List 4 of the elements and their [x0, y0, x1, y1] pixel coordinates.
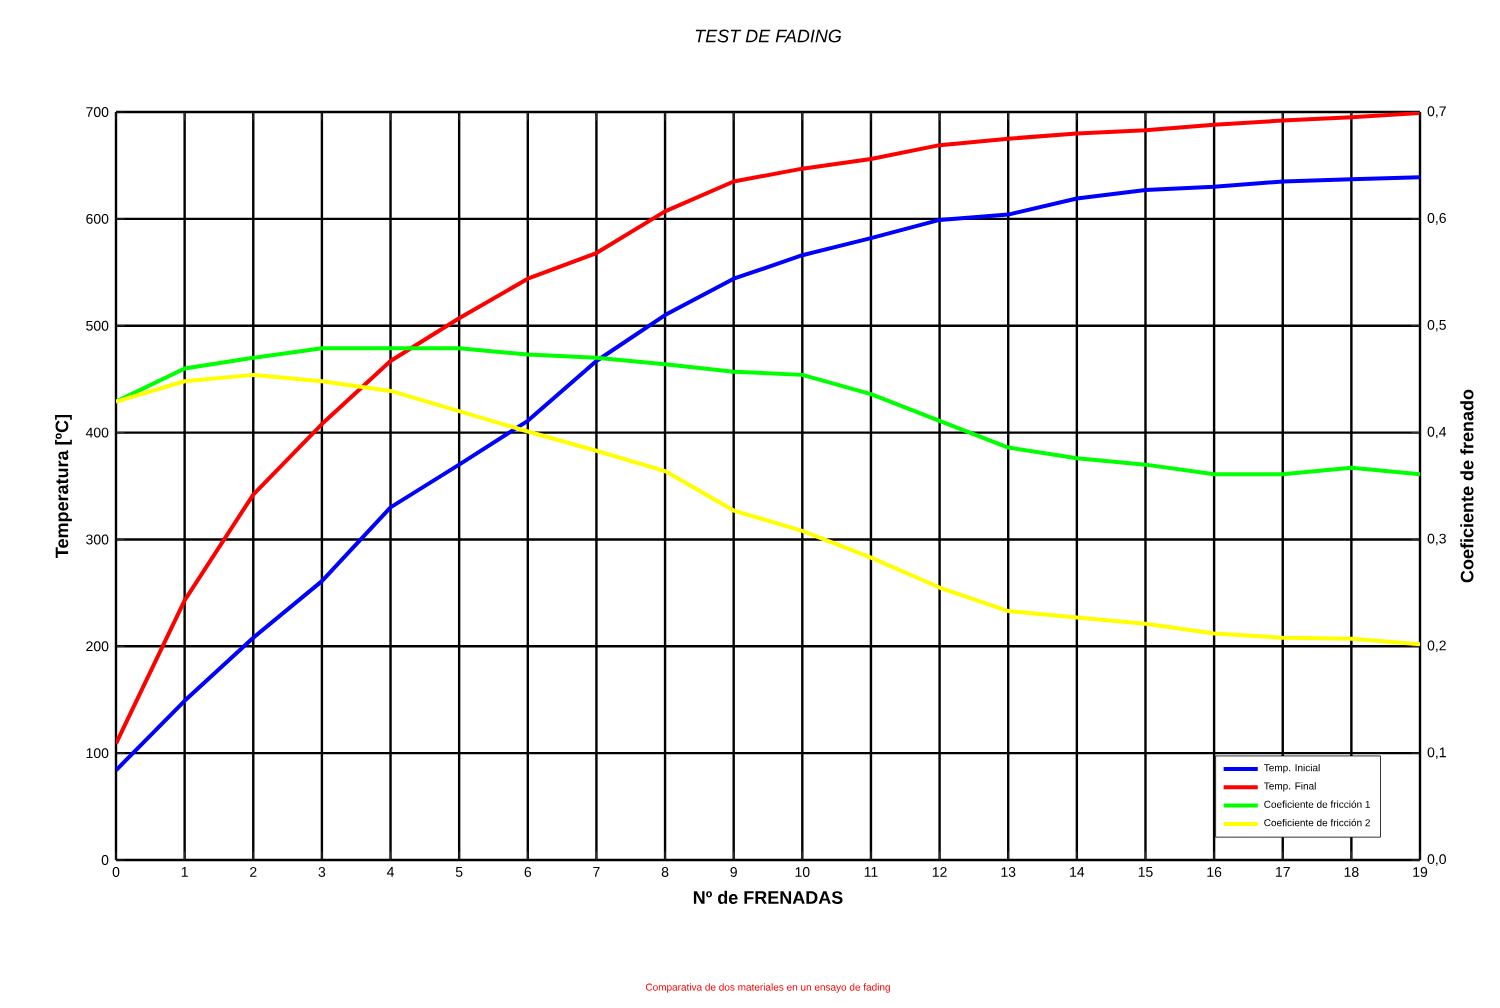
- y2-axis-title: Coeficiente de frenado: [1460, 389, 1474, 583]
- x-axis-title: Nº de FRENADAS: [693, 890, 843, 904]
- y-axis-title: Temperatura [ºC]: [55, 414, 72, 558]
- chart-title: TEST DE FADING: [695, 29, 842, 43]
